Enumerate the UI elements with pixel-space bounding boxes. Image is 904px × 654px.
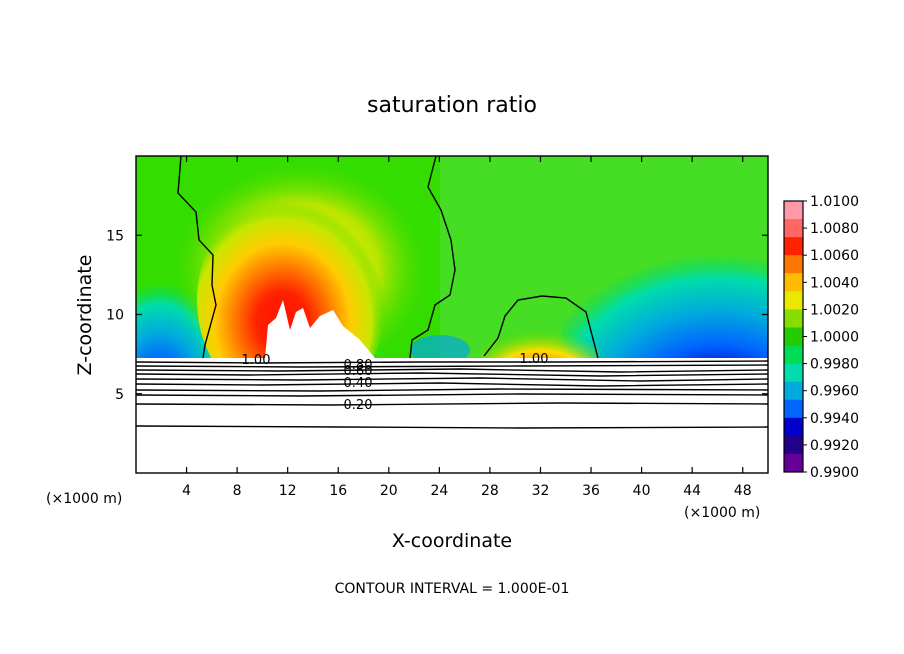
x-tick-label: 40 <box>633 483 651 499</box>
colorbar-swatch <box>784 435 803 455</box>
x-tick-label: 24 <box>430 483 448 499</box>
x-tick-label: 28 <box>481 483 499 499</box>
contour-line <box>136 382 768 387</box>
contour-line <box>136 393 768 397</box>
colorbar-swatch <box>784 237 803 256</box>
contour-label: 0.80 <box>344 358 373 373</box>
contour-line <box>409 156 456 359</box>
x-tick-label: 8 <box>233 483 242 499</box>
colorbar-swatch <box>784 417 803 437</box>
x-unit-right: (×1000 m) <box>684 505 760 521</box>
colorbar-label: 1.0100 <box>810 194 859 210</box>
lower-domain <box>136 358 768 473</box>
y-axis-label: Z-coordinate <box>74 255 96 376</box>
colorbar-swatch <box>784 399 803 419</box>
contour-line <box>136 388 768 392</box>
colorbar-swatch <box>784 453 803 473</box>
saturation-field <box>136 156 768 473</box>
contour-lines <box>136 156 768 429</box>
x-tick-label: 16 <box>329 483 347 499</box>
contour-label: 1.00 <box>242 353 271 368</box>
y-axis: 5 10 15 <box>106 228 768 403</box>
x-tick-label: 44 <box>683 483 701 499</box>
x-axis: 4 8 12 16 20 24 28 32 36 40 44 48 <box>182 156 752 499</box>
contour-line <box>136 425 768 429</box>
colorbar-swatch <box>784 201 803 220</box>
colorbar-label: 0.9980 <box>810 357 859 373</box>
colorbar-swatch <box>784 219 803 238</box>
y-tick-label: 10 <box>106 308 124 324</box>
colorbar-swatch <box>784 327 803 347</box>
contour-label: 0.60 <box>344 364 373 379</box>
y-tick-label: 15 <box>106 228 124 244</box>
contour-line <box>177 156 217 359</box>
x-tick-label: 20 <box>380 483 398 499</box>
colorbar-label: 0.9920 <box>810 438 859 454</box>
colorbar-label: 1.0080 <box>810 221 859 237</box>
contour-line <box>136 372 768 377</box>
contour-interval-note: CONTOUR INTERVAL = 1.000E-01 <box>335 581 570 597</box>
y-tick-label: 5 <box>115 387 124 403</box>
colorbar-label: 1.0060 <box>810 248 859 264</box>
contour-labels: 1.00 1.00 0.800.600.40 0.20 <box>242 352 549 413</box>
colorbar-label: 0.9900 <box>810 465 859 481</box>
colorbar-swatch <box>784 363 803 383</box>
cloud-ice-region <box>265 300 375 358</box>
colorbar-label: 1.0040 <box>810 275 859 291</box>
colorbar-swatch <box>784 345 803 365</box>
x-tick-label: 48 <box>734 483 752 499</box>
contour-label: 0.20 <box>344 398 373 413</box>
contour-line <box>136 402 768 406</box>
colorbar-swatch <box>784 381 803 401</box>
colorbar-label: 1.0000 <box>810 330 859 346</box>
contour-line <box>136 368 768 373</box>
x-tick-label: 4 <box>182 483 191 499</box>
x-tick-label: 32 <box>532 483 550 499</box>
colorbar-swatch <box>784 309 803 328</box>
colorbar-swatch <box>784 291 803 310</box>
colorbar-label: 0.9940 <box>810 411 859 427</box>
x-tick-label: 12 <box>279 483 297 499</box>
x-unit-left: (×1000 m) <box>46 491 122 507</box>
colorbar: 1.0100 1.0080 1.0060 1.0040 1.0020 1.0000 0.99… <box>783 194 859 481</box>
colorbar-label: 1.0020 <box>810 302 859 318</box>
x-tick-label: 36 <box>582 483 600 499</box>
contour-line <box>136 360 768 364</box>
contour-line <box>136 377 768 382</box>
x-axis-label: X-coordinate <box>392 530 512 552</box>
colorbar-swatch <box>784 255 803 274</box>
mid-subsaturated-patch <box>410 335 470 365</box>
chart-title: saturation ratio <box>367 93 537 118</box>
contour-line <box>136 364 768 368</box>
colorbar-label: 0.9960 <box>810 384 859 400</box>
contour-label: 1.00 <box>520 352 549 367</box>
contour-label: 0.40 <box>344 376 373 391</box>
colorbar-swatch <box>784 273 803 292</box>
contour-line <box>483 295 599 359</box>
